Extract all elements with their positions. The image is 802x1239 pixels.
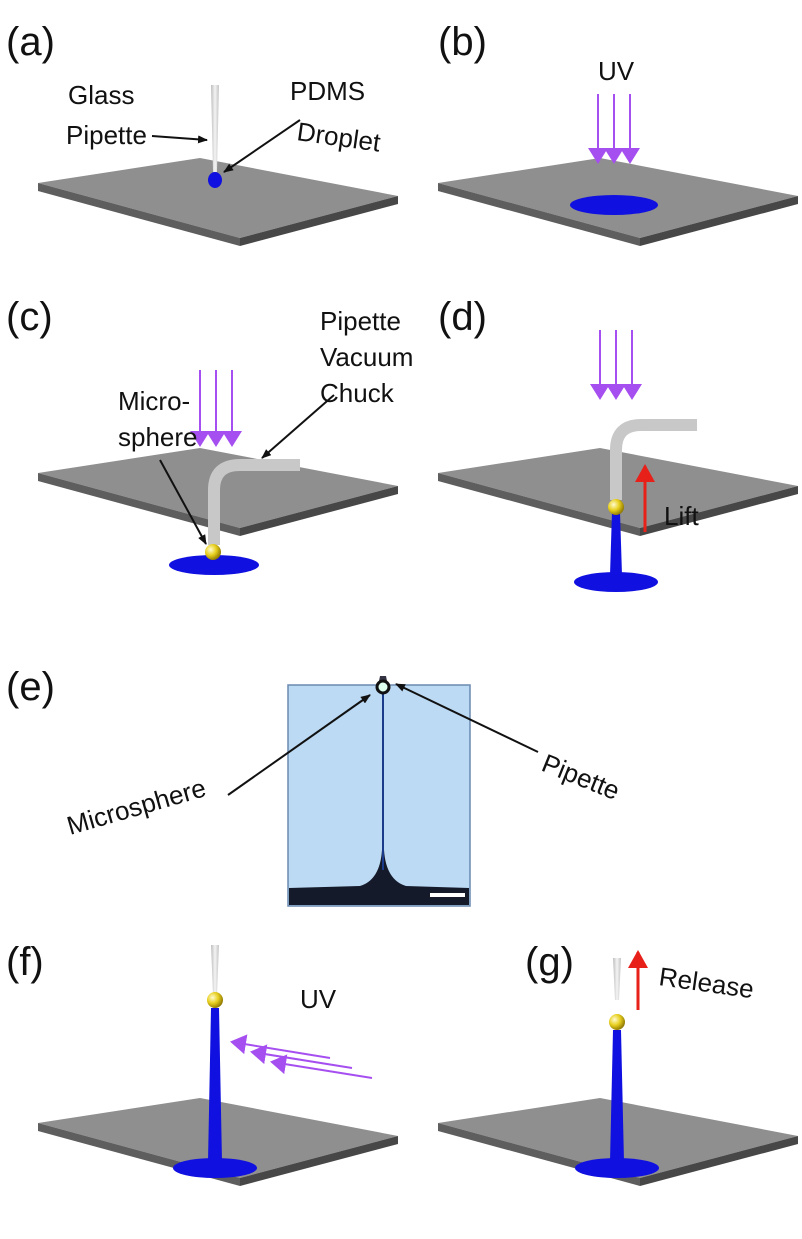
annotation: Vacuum: [320, 342, 413, 372]
pipette: [613, 958, 621, 1000]
annotation: UV: [300, 984, 337, 1014]
uv-arrows: [200, 370, 232, 445]
arrow: [224, 120, 300, 172]
annotation: Chuck: [320, 378, 395, 408]
pdms-column: [610, 1030, 624, 1162]
annotation: Pipette: [66, 120, 147, 150]
panel-label: (c): [6, 295, 53, 339]
arrow: [262, 395, 334, 458]
figure: (a) Glass Pipette PDMS Droplet (b) UV (c…: [0, 0, 802, 1234]
uv-arrows: [600, 330, 632, 398]
panel-label: (f): [6, 940, 44, 984]
annotation: Pipette: [538, 748, 624, 806]
panel-label: (e): [6, 665, 55, 709]
page: {"panels": [ {"label": "(a)", "annotatio…: [0, 0, 802, 1234]
panel-label: (d): [438, 295, 487, 339]
microsphere: [609, 1014, 625, 1030]
pipette: [211, 85, 219, 172]
annotation: Release: [657, 961, 756, 1004]
scale-bar: [430, 893, 465, 897]
annotation: Glass: [68, 80, 134, 110]
arrow: [152, 136, 207, 140]
pipette: [211, 945, 219, 995]
microsphere: [205, 544, 221, 560]
pdms-film: [570, 195, 658, 215]
droplet: [208, 172, 222, 188]
annotation: Pipette: [320, 306, 401, 336]
pdms-column: [208, 1008, 222, 1162]
annotation: UV: [598, 56, 635, 86]
panel-label: (a): [6, 20, 55, 64]
substrate: [38, 158, 398, 246]
annotation: Microsphere: [63, 772, 209, 840]
panel-label: (b): [438, 20, 487, 64]
pdms-column: [610, 512, 622, 575]
micrograph-sphere: [377, 681, 389, 693]
uv-arrows: [598, 94, 630, 162]
annotation: Lift: [664, 501, 699, 531]
annotation: sphere: [118, 422, 198, 452]
annotation: Micro-: [118, 386, 190, 416]
annotation: Droplet: [295, 116, 383, 157]
microsphere: [608, 499, 624, 515]
annotation: PDMS: [290, 76, 365, 106]
uv-arrows: [232, 1042, 372, 1078]
microsphere: [207, 992, 223, 1008]
panel-label: (g): [525, 940, 574, 984]
